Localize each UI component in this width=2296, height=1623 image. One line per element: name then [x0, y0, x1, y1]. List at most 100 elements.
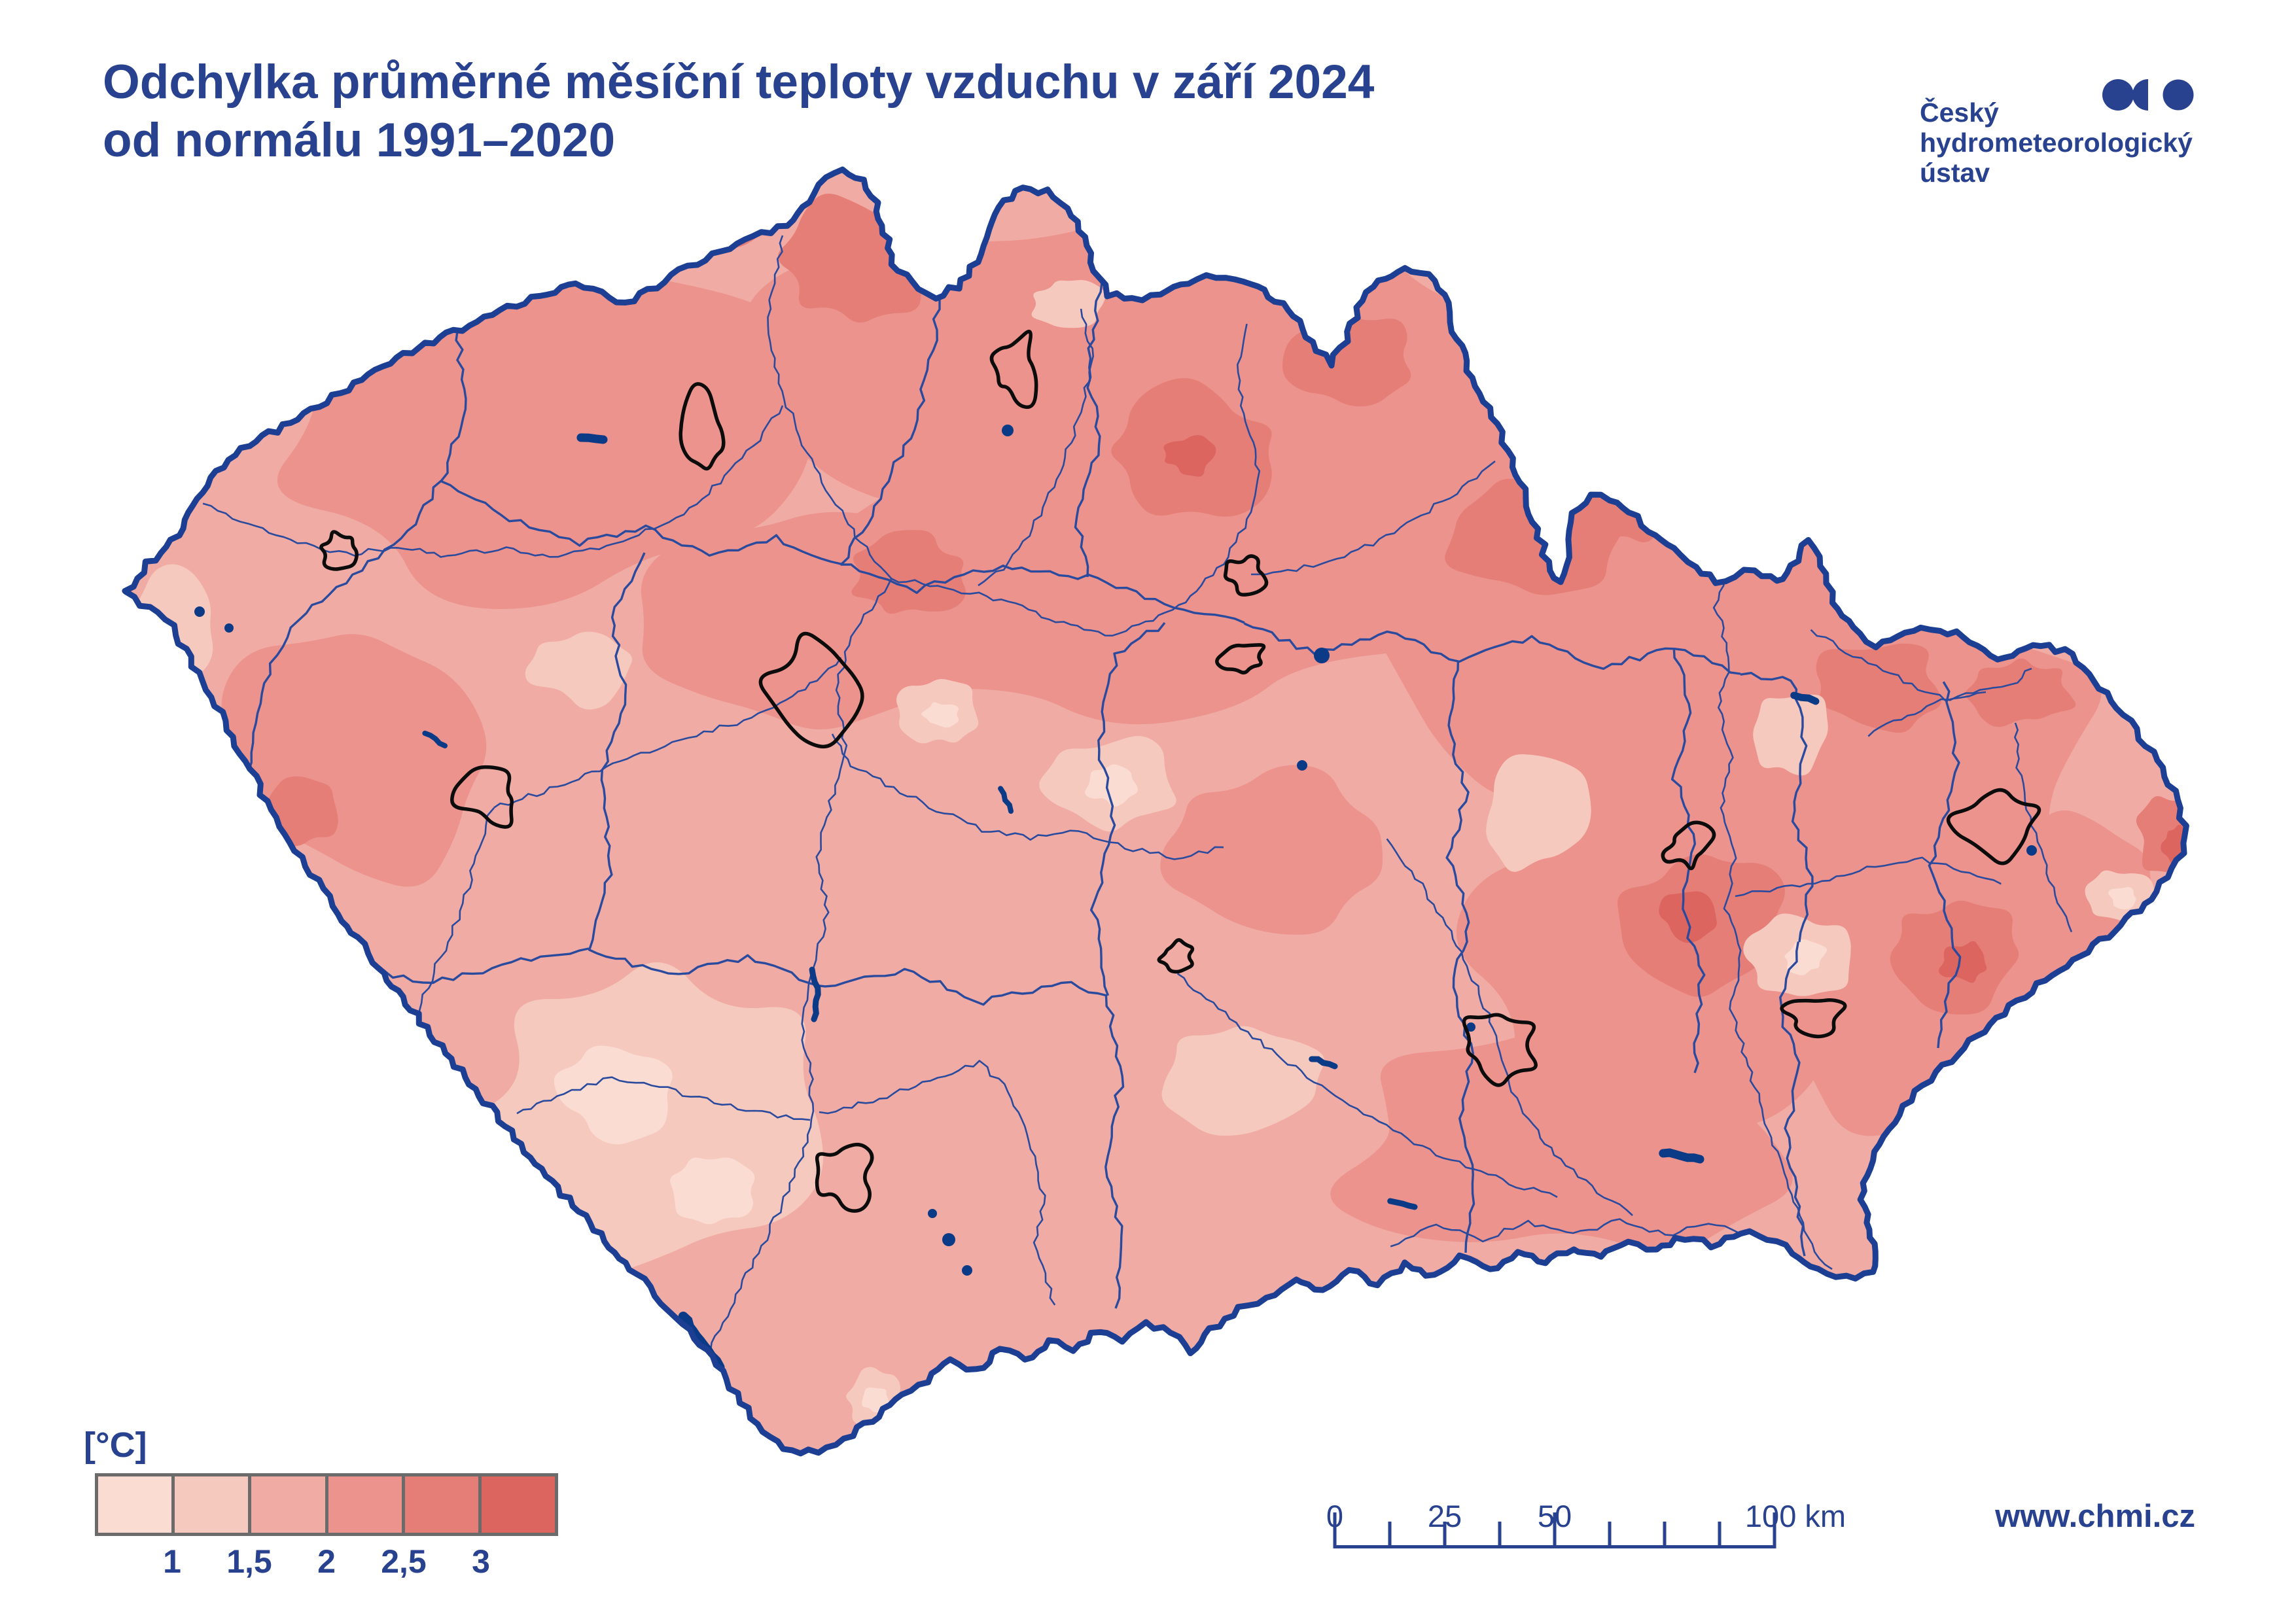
legend-class-swatch-2: [251, 1476, 328, 1533]
reservoir: [422, 730, 448, 748]
city-outline-karlovy-vary: [319, 530, 359, 571]
legend-tick-label: 1: [163, 1543, 181, 1580]
legend-tick-label: 1,5: [226, 1543, 272, 1580]
region-boundary: [840, 277, 942, 565]
lake: [194, 606, 205, 617]
river: [516, 1076, 811, 1121]
reservoir: [809, 966, 821, 1022]
anomaly-zone: [1784, 939, 1828, 976]
river: [767, 235, 1261, 637]
city-outline-zlin: [1780, 998, 1847, 1039]
city-outline-ostrava: [1946, 788, 2041, 865]
anomaly-zone: [1085, 764, 1139, 807]
anomaly-zone: [1562, 459, 1678, 543]
lake: [1466, 1022, 1475, 1032]
region-boundary: [1104, 996, 1125, 1309]
title-line-2: od normálu 1991–2020: [103, 114, 616, 167]
anomaly-zone: [1161, 1026, 1324, 1136]
scalebar-tick: [1773, 1512, 1776, 1548]
lake: [962, 1265, 972, 1276]
lake: [928, 1209, 937, 1218]
lake: [2026, 845, 2037, 856]
region-boundary: [588, 552, 646, 949]
scalebar-tick: [1388, 1522, 1392, 1548]
lake: [942, 1233, 955, 1246]
legend-class-swatch-5: [481, 1476, 556, 1533]
reservoir: [1659, 1148, 1704, 1164]
river: [1176, 973, 1558, 1198]
region-boundary: [244, 330, 467, 782]
river: [831, 733, 1224, 860]
reservoir: [1387, 1198, 1418, 1210]
legend-class-swatch-3: [328, 1476, 405, 1533]
chmi-logo-wordmark: Český hydrometeorologický ústav: [1920, 97, 2193, 188]
page-title: Odchylka průměrné měsíční teploty vzduch…: [103, 56, 1375, 167]
lake: [1002, 425, 1014, 436]
city-outline-plzen: [450, 765, 514, 829]
river: [1810, 629, 1987, 702]
region-boundary: [840, 563, 1245, 624]
city-outline-jihlava: [1157, 938, 1195, 974]
anomaly-zone: [267, 776, 338, 846]
river: [1735, 856, 2002, 898]
region-boundary: [440, 480, 841, 565]
logo-line-1: Český: [1920, 97, 1999, 128]
region-boundary: [353, 947, 590, 985]
region-boundary: [1928, 681, 1962, 1049]
city-outline-liberec: [989, 330, 1038, 410]
scalebar-tick: [1333, 1512, 1337, 1548]
anomaly-zone: [525, 631, 633, 710]
logo-line-3: ústav: [1920, 157, 1990, 188]
scalebar-tick: [1663, 1522, 1667, 1548]
region-boundary: [1074, 282, 1103, 578]
anomaly-zone: [1659, 891, 1717, 943]
city-outline-praha: [758, 631, 864, 749]
anomaly-zone: [421, 1198, 605, 1320]
scalebar: [1333, 1512, 1776, 1548]
river: [418, 807, 495, 1011]
anomaly-zone: [670, 1157, 755, 1225]
anomaly-zone: [1160, 765, 1383, 935]
lake: [1297, 760, 1307, 771]
legend-tick-label: 3: [472, 1543, 490, 1580]
reservoir: [998, 786, 1014, 814]
chmi-logo-icon: [2102, 79, 2194, 111]
city-outline-pardubice: [1215, 643, 1266, 675]
anomaly-zone: [1938, 941, 1987, 983]
legend-unit-label: [°C]: [84, 1425, 147, 1465]
country-border: [122, 166, 2189, 1457]
city-outline-usti-nad-labem: [679, 382, 726, 471]
region-boundary: [1670, 648, 1706, 1073]
anomaly-zone: [1330, 1027, 1793, 1251]
river: [1390, 1218, 1782, 1248]
scalebar-tick: [1718, 1522, 1722, 1548]
river: [493, 657, 842, 809]
scalebar-tick: [1553, 1512, 1557, 1548]
anomaly-zone: [1163, 435, 1216, 477]
anomaly-zone: [1031, 279, 1106, 328]
river: [1250, 460, 1496, 576]
anomaly-zone: [921, 702, 959, 728]
city-outline-olomouc: [1661, 820, 1716, 871]
river: [819, 1060, 1056, 1306]
title-line-1: Odchylka průměrné měsíční teploty vzduch…: [103, 56, 1375, 109]
reservoir: [576, 433, 608, 444]
scalebar-tick: [1498, 1522, 1502, 1548]
river: [202, 405, 784, 558]
river: [978, 308, 1094, 587]
city-outline-brno: [1462, 1013, 1538, 1087]
region-boundary: [1740, 672, 1814, 943]
scalebar-tick: [1608, 1522, 1612, 1548]
city-outline-ceske-budejovice: [815, 1142, 874, 1213]
reservoir: [1309, 1056, 1338, 1070]
legend-class-swatch-4: [404, 1476, 482, 1533]
lake: [1314, 648, 1330, 663]
reservoir: [1790, 691, 1820, 705]
website-url: www.chmi.cz: [1995, 1499, 2195, 1534]
legend-color-bar: [95, 1473, 558, 1536]
legend-class-swatch-0: [98, 1476, 175, 1533]
anomaly-zone: [1816, 643, 1942, 733]
logo-line-2: hydrometeorologický: [1920, 127, 2193, 158]
region-boundary: [1779, 941, 1806, 1257]
